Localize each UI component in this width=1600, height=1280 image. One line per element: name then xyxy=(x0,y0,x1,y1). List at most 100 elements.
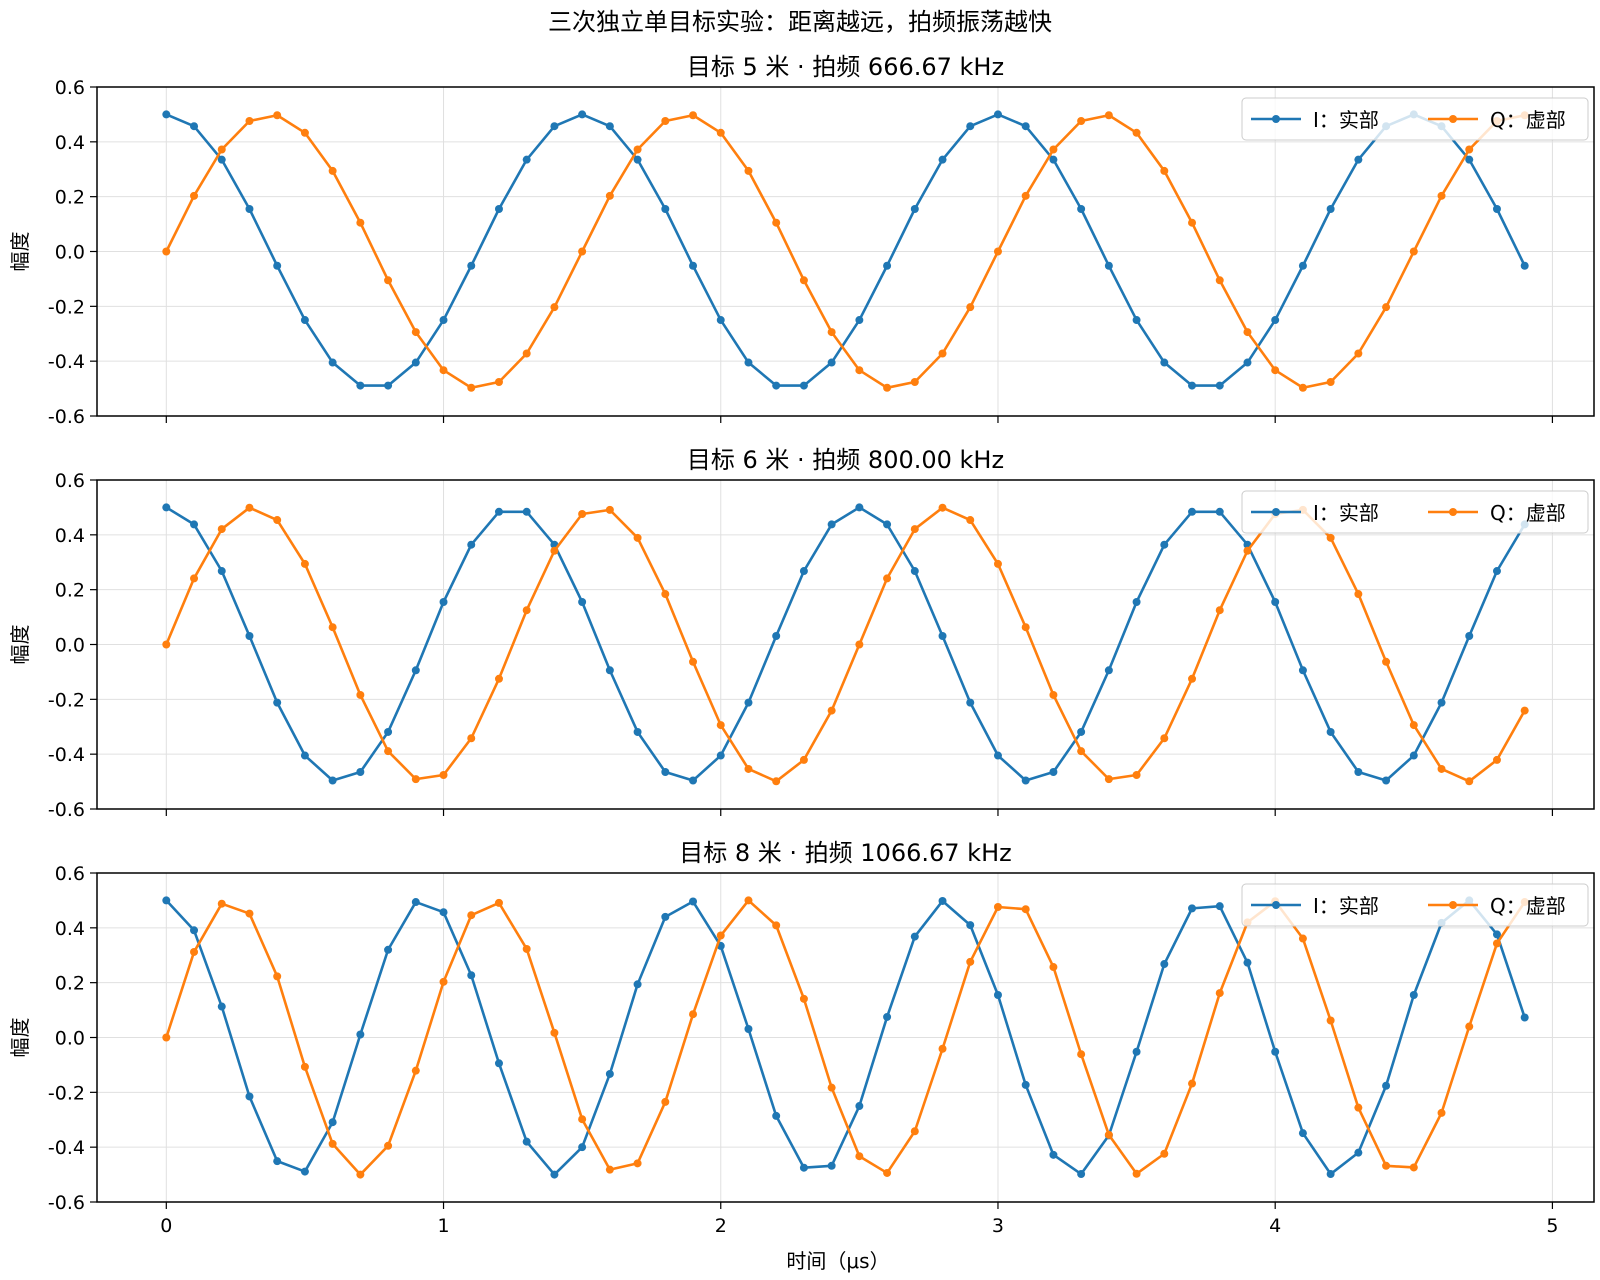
data-point-q xyxy=(494,674,503,683)
series-i xyxy=(162,896,1529,1179)
data-point-q xyxy=(1077,747,1086,756)
data-point-q xyxy=(1409,247,1418,256)
data-point-i xyxy=(1326,1170,1335,1179)
data-point-i xyxy=(910,205,919,214)
x-tick-label: 2 xyxy=(715,1215,727,1237)
y-tick-label: 0.6 xyxy=(55,863,85,885)
data-point-i xyxy=(1160,358,1169,367)
data-point-i xyxy=(217,1002,226,1011)
y-tick-label: 0.6 xyxy=(55,77,85,99)
data-point-i xyxy=(910,567,919,576)
data-point-i xyxy=(883,1012,892,1021)
data-point-q xyxy=(1326,533,1335,542)
axes-frame xyxy=(96,872,1595,1203)
series-i xyxy=(162,503,1529,785)
data-point-q xyxy=(1021,623,1030,632)
data-point-q xyxy=(1298,383,1307,392)
data-point-i xyxy=(993,751,1002,760)
data-point-q xyxy=(300,559,309,568)
data-point-i xyxy=(744,698,753,707)
data-point-i xyxy=(1465,632,1474,641)
data-point-q xyxy=(384,1141,393,1150)
data-point-q xyxy=(1409,721,1418,730)
y-tick-label: 0.2 xyxy=(55,580,85,602)
data-point-q xyxy=(1437,191,1446,200)
data-point-i xyxy=(689,261,698,270)
data-point-i xyxy=(1104,666,1113,675)
data-point-i xyxy=(217,567,226,576)
data-point-q xyxy=(245,909,254,918)
y-tick-label: 0.2 xyxy=(55,973,85,995)
data-point-q xyxy=(633,1159,642,1168)
data-point-q xyxy=(1326,378,1335,387)
data-point-q xyxy=(716,128,725,137)
data-point-q xyxy=(966,303,975,312)
data-point-q xyxy=(1492,755,1501,764)
data-point-i xyxy=(605,666,614,675)
legend: I：实部 Q：虚部 xyxy=(1241,97,1589,141)
data-point-i xyxy=(827,520,836,529)
series-q xyxy=(162,111,1529,392)
data-point-i xyxy=(1104,261,1113,270)
data-point-i xyxy=(578,598,587,607)
axes-frame xyxy=(96,479,1595,810)
data-point-q xyxy=(1188,1079,1197,1088)
panel-title: 目标 6 米 · 拍频 800.00 kHz xyxy=(687,446,1004,474)
data-point-q xyxy=(1132,1169,1141,1178)
data-point-i xyxy=(1520,1013,1529,1022)
data-point-q xyxy=(1215,989,1224,998)
data-point-i xyxy=(1326,727,1335,736)
y-tick-label: -0.4 xyxy=(48,1137,85,1159)
y-tick-label: 0.0 xyxy=(55,635,85,657)
data-point-q xyxy=(633,533,642,542)
data-point-i xyxy=(799,567,808,576)
data-point-q xyxy=(744,166,753,175)
data-point-i xyxy=(217,155,226,164)
legend-box xyxy=(1241,883,1589,927)
data-point-i xyxy=(993,110,1002,119)
data-point-i xyxy=(273,698,282,707)
data-point-i xyxy=(439,598,448,607)
data-point-i xyxy=(993,991,1002,1000)
data-point-q xyxy=(1132,771,1141,780)
data-point-q xyxy=(1021,905,1030,914)
data-point-q xyxy=(356,218,365,227)
data-point-q xyxy=(550,546,559,555)
data-point-q xyxy=(1465,145,1474,154)
data-point-q xyxy=(661,1097,670,1106)
series-line-i xyxy=(165,506,1526,782)
data-point-q xyxy=(217,145,226,154)
data-point-q xyxy=(522,349,531,358)
data-point-i xyxy=(661,205,670,214)
data-point-i xyxy=(494,507,503,516)
data-point-i xyxy=(1132,1047,1141,1056)
data-point-q xyxy=(799,276,808,285)
data-point-q xyxy=(1271,366,1280,375)
data-point-i xyxy=(1354,155,1363,164)
data-point-q xyxy=(494,898,503,907)
data-point-q xyxy=(1132,128,1141,137)
data-point-i xyxy=(162,503,171,512)
data-point-i xyxy=(439,908,448,917)
data-point-q xyxy=(1215,276,1224,285)
data-point-q xyxy=(411,328,420,337)
y-tick-label: -0.6 xyxy=(48,406,85,428)
data-point-i xyxy=(661,912,670,921)
data-point-i xyxy=(1215,381,1224,390)
data-point-q xyxy=(689,111,698,120)
data-point-q xyxy=(1437,1108,1446,1117)
axes-frame xyxy=(96,86,1595,417)
data-point-q xyxy=(1077,1050,1086,1059)
data-point-i xyxy=(855,316,864,325)
data-point-q xyxy=(162,640,171,649)
legend-label: I：实部 xyxy=(1313,501,1379,525)
data-point-i xyxy=(300,316,309,325)
data-point-q xyxy=(1160,166,1169,175)
data-point-q xyxy=(716,721,725,730)
data-point-q xyxy=(1104,111,1113,120)
data-point-i xyxy=(245,1092,254,1101)
data-point-q xyxy=(328,1139,337,1148)
y-axis-label: 幅度 xyxy=(8,625,32,665)
data-point-q xyxy=(190,191,199,200)
